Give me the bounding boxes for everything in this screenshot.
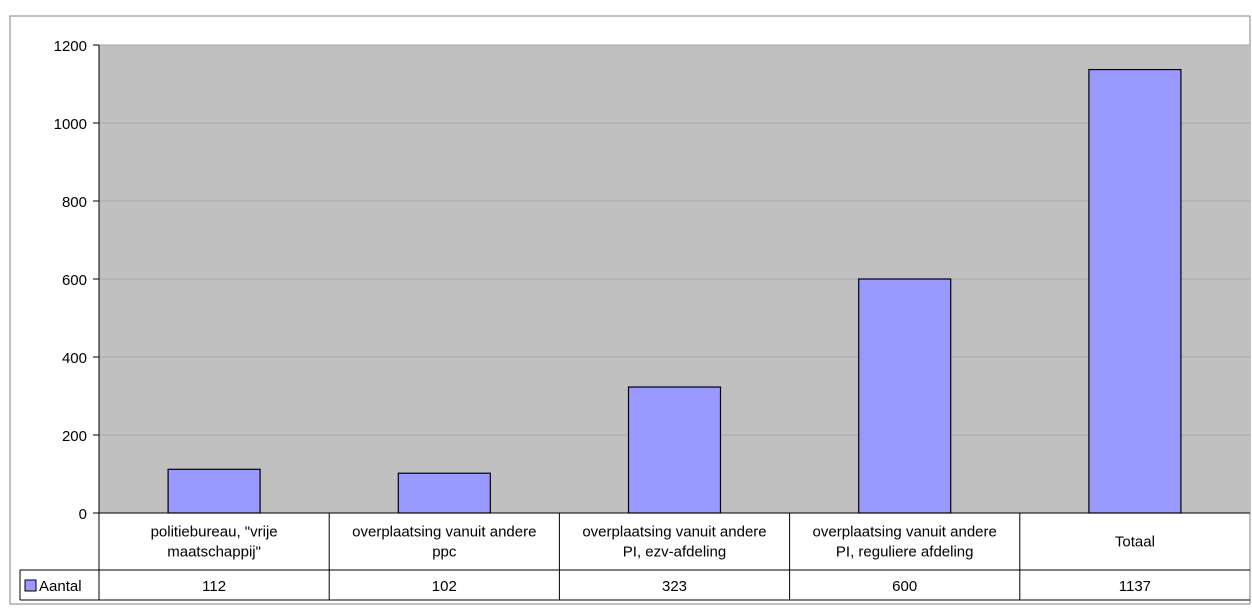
- data-label: 102: [432, 578, 457, 595]
- y-tick-label: 200: [62, 428, 87, 445]
- y-tick-label: 400: [62, 350, 87, 367]
- y-tick-label: 0: [79, 506, 87, 523]
- x-tick-label: overplaatsing vanuit andere: [582, 524, 766, 541]
- legend-swatch: [24, 579, 37, 592]
- x-tick-label: PI, reguliere afdeling: [836, 544, 974, 561]
- y-tick-label: 1200: [54, 38, 87, 55]
- data-label: 323: [662, 578, 687, 595]
- x-tick-label: Totaal: [1115, 534, 1155, 551]
- bars: [167, 68, 1182, 514]
- x-tick-label: ppc: [432, 544, 457, 561]
- x-tick-label: overplaatsing vanuit andere: [813, 524, 997, 541]
- x-tick-label: maatschappij": [167, 544, 261, 561]
- bar: [167, 468, 261, 514]
- data-label: 600: [892, 578, 917, 595]
- data-label: 1137: [1119, 578, 1151, 595]
- bar: [858, 278, 952, 514]
- bar: [397, 472, 491, 514]
- bar: [1088, 68, 1182, 514]
- y-tick-label: 600: [62, 272, 87, 289]
- legend-label: Aantal: [39, 578, 82, 595]
- y-tick-labels: 0 200 400 600 800 1000 1200: [54, 38, 99, 523]
- y-tick-label: 800: [62, 194, 87, 211]
- gridlines: [99, 44, 1250, 436]
- x-tick-label: PI, ezv-afdeling: [623, 544, 726, 561]
- x-tick-label: overplaatsing vanuit andere: [352, 524, 536, 541]
- data-table: politiebureau, "vrije maatschappij" overpl…: [19, 513, 1250, 601]
- x-tick-label: politiebureau, "vrije: [151, 524, 278, 541]
- y-tick-label: 1000: [54, 116, 87, 133]
- data-label: 112: [202, 578, 226, 595]
- bar: [627, 386, 722, 514]
